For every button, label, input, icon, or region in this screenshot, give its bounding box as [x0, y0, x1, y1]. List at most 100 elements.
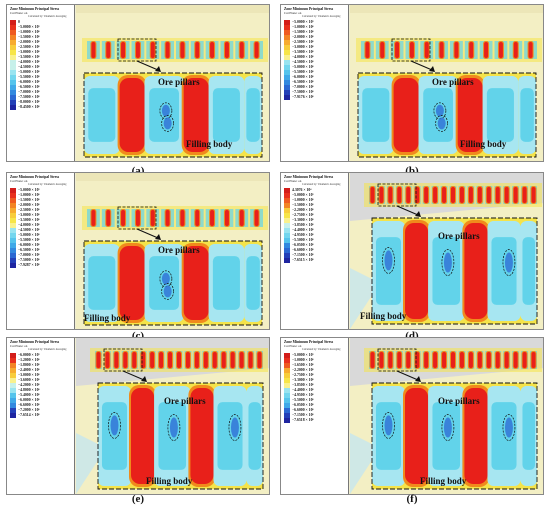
legend-swatch	[10, 45, 16, 50]
legend-swatch	[10, 100, 16, 105]
legend-swatch	[10, 198, 16, 203]
stress-contour-plot	[76, 338, 269, 494]
legend-swatch	[10, 248, 16, 253]
stress-concentration	[443, 252, 452, 273]
filling-body-core	[88, 88, 116, 142]
ore-pillar	[405, 388, 429, 484]
legend-value: −3.3000 × 10⁶	[292, 218, 314, 222]
upper-pillar	[121, 42, 126, 58]
legend-swatch	[284, 383, 290, 388]
concentration-marker	[441, 414, 455, 441]
filling-body-annotation: Filling body	[146, 476, 193, 486]
upper-pillar	[239, 352, 244, 368]
top-band	[350, 5, 543, 13]
legend-swatch	[284, 258, 290, 263]
upper-pillar	[433, 352, 438, 368]
legend-swatch	[10, 218, 16, 223]
legend-title: Zone Minimum Principal Stress	[10, 7, 60, 11]
upper-pillar	[106, 42, 111, 58]
legend-cut-plane: Cut Plane: on	[10, 343, 28, 348]
legend-value: −2.7500 × 10⁶	[292, 373, 314, 377]
legend-value: −4.0000 × 10⁶	[18, 60, 40, 64]
upper-pillar	[495, 352, 500, 368]
legend-color-scale	[284, 188, 290, 263]
upper-pillar	[379, 187, 384, 203]
legend-swatch	[10, 90, 16, 95]
filling-body-annotation: Filling body	[186, 139, 233, 149]
upper-pillar	[459, 352, 464, 368]
upper-pillar	[121, 210, 126, 226]
detail-box-border	[357, 72, 537, 158]
legend-value-labels: −5.0000 × 10⁵ −1.0000 × 10⁶ −1.6500 × 10⁶ −…	[292, 353, 314, 423]
legend-swatch	[10, 50, 16, 55]
upper-pillar	[531, 187, 536, 203]
legend: Zone Minimum Principal Stress Cut Plane: …	[281, 338, 349, 494]
legend-title: Zone Minimum Principal Stress	[284, 175, 334, 179]
upper-pillar	[397, 187, 402, 203]
upper-pillar	[397, 352, 402, 368]
upper-pillar	[424, 187, 429, 203]
legend-value: −5.0000 × 10⁵	[292, 20, 314, 24]
stress-concentration	[384, 250, 393, 271]
legend-swatch	[10, 358, 16, 363]
legend-swatch	[10, 70, 16, 75]
upper-pillar	[91, 210, 96, 226]
legend-value: −6.0000 × 10⁶	[18, 80, 40, 84]
upper-pillar	[257, 352, 262, 368]
arrow-line	[122, 370, 145, 381]
upper-pillar	[504, 187, 509, 203]
legend-value: −3.0000 × 10⁶	[18, 213, 40, 217]
filling-body-core	[486, 88, 514, 142]
legend-swatch	[10, 95, 16, 100]
concentration-marker	[108, 412, 121, 439]
legend-value: −6.0000 × 10⁶	[18, 398, 40, 402]
upper-pillar	[379, 352, 384, 368]
upper-pillar	[248, 352, 253, 368]
legend-value: −1.6500 × 10⁶	[292, 363, 314, 367]
legend-value: −5.5000 × 10⁶	[292, 70, 314, 74]
legend-value: −4.5000 × 10⁶	[292, 60, 314, 64]
legend-value: −2.2000 × 10⁶	[292, 368, 314, 372]
legend-swatch	[284, 203, 290, 208]
legend-swatch	[284, 228, 290, 233]
upper-pillar	[528, 42, 533, 58]
legend-swatch	[10, 233, 16, 238]
arrow-line	[396, 370, 419, 381]
arrow-head	[415, 376, 421, 382]
filling-body-core	[375, 237, 402, 305]
legend-value: −3.8500 × 10⁶	[292, 383, 314, 387]
upper-pillar	[159, 352, 164, 368]
legend-swatch	[10, 243, 16, 248]
legend-value: −1.0000 × 10⁶	[18, 193, 40, 197]
legend-value: −5.5000 × 10⁶	[292, 398, 314, 402]
legend-swatch	[284, 248, 290, 253]
legend-swatch	[10, 60, 16, 65]
legend-swatch	[284, 413, 290, 418]
stress-concentration	[230, 417, 239, 438]
legend-swatch	[284, 408, 290, 413]
upper-pillar	[513, 42, 518, 58]
legend-swatch	[284, 253, 290, 258]
legend-value: −1.0000 × 10⁶	[292, 358, 314, 362]
legend-swatch	[10, 35, 16, 40]
upper-pillar	[239, 210, 244, 226]
upper-pillar	[165, 42, 170, 58]
legend-value: −2.2000 × 10⁶	[292, 208, 314, 212]
legend-value: −1.5000 × 10⁶	[292, 203, 314, 207]
legend-swatch	[284, 70, 290, 75]
legend-swatch	[10, 30, 16, 35]
upper-pillar	[195, 210, 200, 226]
upper-pillar	[114, 352, 119, 368]
legend-value: −1.0000 × 10⁶	[292, 25, 314, 29]
filling-body-core	[491, 402, 517, 470]
upper-pillar	[504, 352, 509, 368]
legend-value: 0	[18, 20, 20, 24]
legend-value: −2.5000 × 10⁶	[18, 208, 40, 212]
legend-swatch	[284, 188, 290, 193]
legend-swatch	[284, 85, 290, 90]
upper-pillar	[135, 42, 140, 58]
legend-swatch	[284, 55, 290, 60]
legend-swatch	[10, 403, 16, 408]
upper-pillar	[451, 187, 455, 203]
ore-pillars-annotation: Ore pillars	[432, 77, 474, 87]
